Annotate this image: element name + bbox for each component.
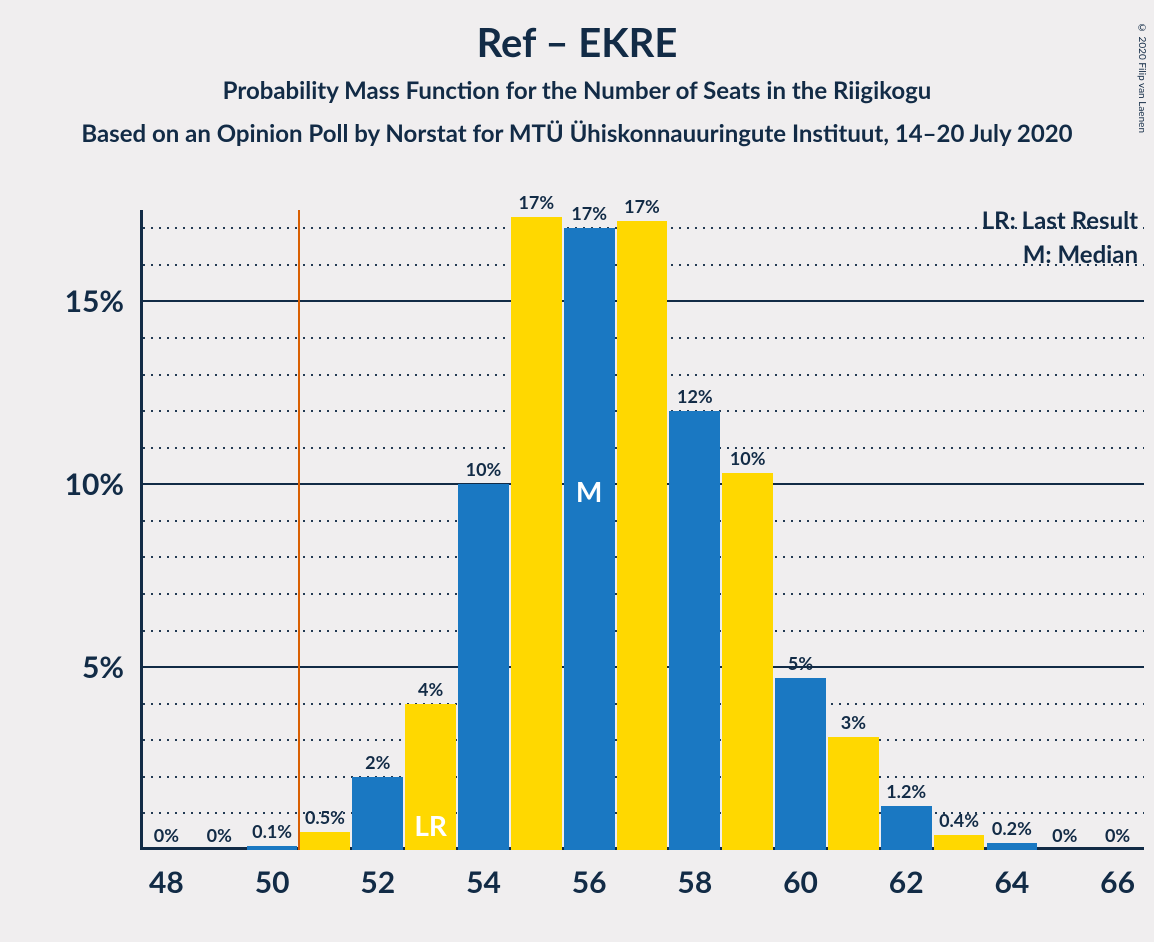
bar-label: 0.4% (939, 809, 979, 831)
bar (987, 843, 1038, 850)
bar (881, 806, 932, 850)
bar-label: 1.2% (886, 780, 926, 802)
bar (458, 484, 509, 850)
bar (828, 737, 879, 850)
bar-label: 12% (677, 385, 713, 407)
y-axis (140, 210, 143, 850)
x-tick-label: 62 (889, 864, 924, 900)
legend-lr: LR: Last Result (982, 206, 1138, 235)
bar-label: 0% (154, 824, 179, 846)
bar (247, 846, 298, 850)
bar-label: 5% (788, 652, 813, 674)
median-marker: M (576, 474, 602, 508)
chart-subtitle: Probability Mass Function for the Number… (0, 76, 1154, 105)
bar-label: 17% (624, 195, 660, 217)
x-tick-label: 48 (149, 864, 184, 900)
bar (775, 678, 826, 850)
bar (511, 217, 562, 850)
x-tick-label: 60 (783, 864, 818, 900)
bar-label: 17% (518, 191, 554, 213)
x-tick-label: 50 (255, 864, 290, 900)
bar-label: 0% (1052, 824, 1077, 846)
bar (352, 777, 403, 850)
bar-label: 0% (1105, 824, 1130, 846)
bar-label: 0% (207, 824, 232, 846)
y-tick-label: 5% (82, 649, 124, 685)
x-tick-label: 64 (994, 864, 1029, 900)
chart-title: Ref – EKRE (0, 18, 1154, 66)
bar-label: 3% (841, 711, 866, 733)
y-tick-label: 15% (65, 283, 124, 319)
bar (934, 835, 985, 850)
bar-label: 17% (571, 202, 607, 224)
bar (564, 228, 615, 850)
bar (617, 221, 668, 850)
chart-source: Based on an Opinion Poll by Norstat for … (0, 119, 1154, 148)
x-tick-label: 54 (466, 864, 501, 900)
x-tick-label: 52 (360, 864, 395, 900)
x-tick-label: 58 (677, 864, 712, 900)
bar-label: 0.2% (992, 817, 1032, 839)
y-tick-label: 10% (65, 466, 124, 502)
bar (722, 473, 773, 850)
bar (300, 832, 351, 850)
bar-label: 0.5% (305, 806, 345, 828)
bar-label: 10% (466, 458, 502, 480)
bar (669, 411, 720, 850)
bar-label: 0.1% (252, 820, 292, 842)
bar-label: 4% (418, 678, 443, 700)
x-tick-label: 66 (1100, 864, 1135, 900)
chart-plot-area: LR: Last Result M: Median 5%10%15%0%0%0.… (140, 210, 1144, 850)
x-tick-label: 56 (572, 864, 607, 900)
copyright-text: © 2020 Filip van Laenen (1136, 22, 1148, 133)
last-result-marker: LR (414, 808, 447, 842)
bar-label: 10% (730, 447, 766, 469)
bar-label: 2% (365, 751, 390, 773)
last-result-line (298, 210, 300, 850)
